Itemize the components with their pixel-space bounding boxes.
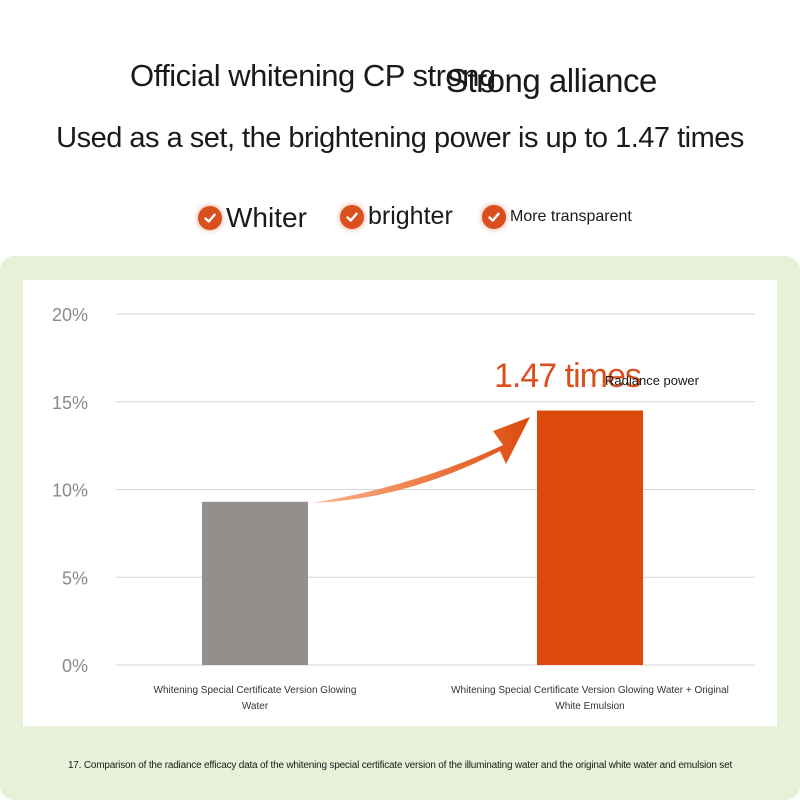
bar-1 [202, 501, 308, 665]
x-tick-label: Whitening Special Certificate Version Gl… [154, 685, 357, 712]
title-part-2: Strong alliance [446, 62, 657, 99]
check-circle-icon [482, 205, 506, 229]
x-tick-label: Whitening Special Certificate Version Gl… [451, 685, 729, 712]
y-tick-label: 5% [62, 568, 88, 588]
growth-arrow [312, 417, 530, 503]
bar-2 [537, 410, 643, 665]
radiance-label: Radiance power [605, 373, 700, 388]
y-tick-label: 20% [52, 305, 88, 325]
feature-label: More transparent [510, 208, 632, 225]
chart-area [23, 280, 777, 726]
check-circle-icon [340, 204, 364, 229]
feature-brighter: brighter [340, 202, 453, 231]
multiplier-annotation: 1.47 times [494, 357, 641, 395]
feature-label: brighter [368, 202, 453, 230]
feature-label: Whiter [226, 202, 307, 233]
y-tick-label: 15% [52, 393, 88, 413]
feature-whiter: Whiter [198, 202, 307, 234]
title-part-1: Official whitening CP strong [130, 58, 496, 93]
feature-more-transparent: More transparent [482, 205, 632, 229]
chart-caption: 17. Comparison of the radiance efficacy … [67, 760, 733, 771]
y-tick-label: 0% [62, 656, 88, 676]
check-circle-icon [198, 206, 222, 230]
subtitle: Used as a set, the brightening power is … [56, 122, 744, 154]
y-tick-label: 10% [52, 481, 88, 501]
